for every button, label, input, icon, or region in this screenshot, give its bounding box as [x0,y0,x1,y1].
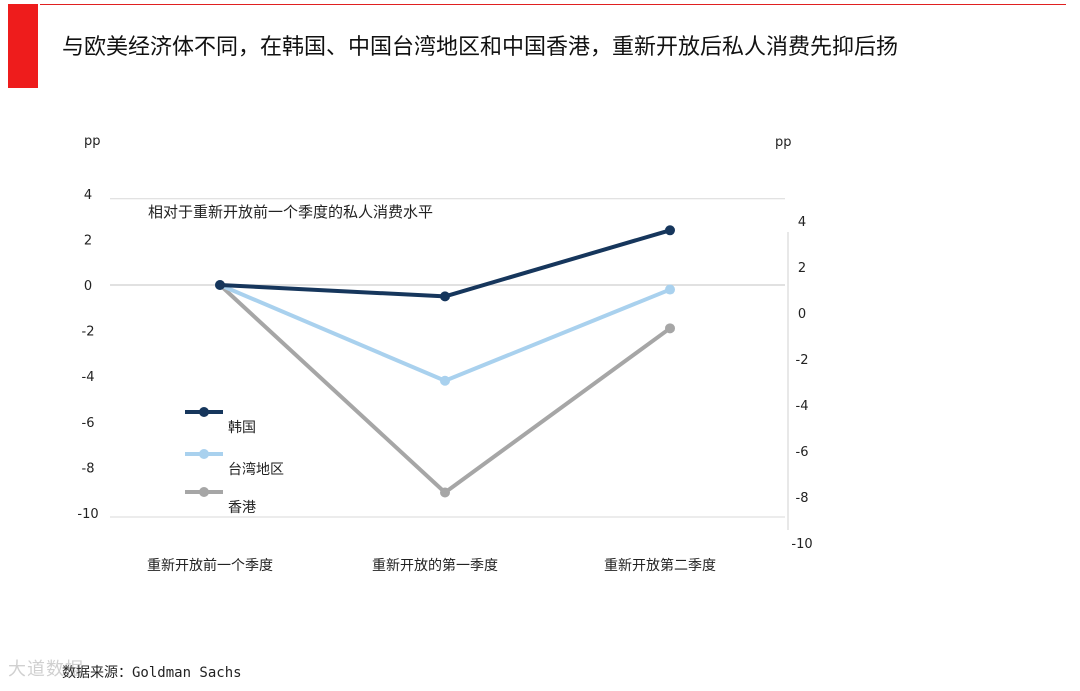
legend-marker [199,449,209,459]
slide-title: 与欧美经济体不同，在韩国、中国台湾地区和中国香港，重新开放后私人消费先抑后扬 [62,35,899,60]
right-axis-unit: pp [775,135,792,150]
right-tick-label: -6 [796,445,809,460]
line-chart: 韩国台湾地区香港 pp 4 2 0 -2 -4 -6 -8 -10 pp 4 2 0 -2 -4 -6 -8 -1… [20,120,840,600]
legend-label: 台湾地区 [228,461,284,478]
title-accent-block [8,4,38,88]
chart-title: 相对于重新开放前一个季度的私人消费水平 [148,203,433,221]
legend-marker [199,487,209,497]
source-label: 数据来源： [62,665,132,681]
right-tick-label: -10 [791,537,812,552]
left-tick-label: 4 [84,188,92,203]
series-point [665,225,675,236]
series-point [215,280,225,290]
source-value: Goldman Sachs [132,665,242,681]
series-point [440,487,450,498]
top-rule [40,4,1066,5]
category-label: 重新开放前一个季度 [147,557,273,574]
chart-background [20,120,840,600]
series-point [665,323,675,334]
right-tick-label: -2 [796,353,809,368]
category-label: 重新开放的第一季度 [372,557,498,574]
legend-label: 韩国 [228,420,256,436]
legend-label: 香港 [228,500,256,516]
right-tick-label: -4 [796,399,809,414]
left-tick-label: -8 [82,461,95,476]
right-tick-label: 2 [798,261,806,276]
left-tick-label: -2 [82,325,95,340]
left-tick-label: -6 [82,416,95,431]
right-tick-label: 0 [798,307,806,322]
series-layer [215,225,675,498]
source-note: 数据来源：Goldman Sachs [62,662,242,682]
series-point [440,291,450,302]
left-tick-label: -10 [77,507,98,522]
left-tick-label: 2 [84,233,92,248]
right-tick-label: -8 [796,491,809,506]
legend-marker [199,407,209,417]
labels-layer: pp 4 2 0 -2 -4 -6 -8 -10 pp 4 2 0 -2 -4 -6 -8 -10 相对于重新开放前… [77,134,812,574]
series-point [665,284,675,295]
left-axis-unit: pp [84,134,101,149]
watermark: 大道数据 [8,659,84,680]
category-label: 重新开放第二季度 [604,557,716,574]
left-tick-label: 0 [84,279,92,294]
series-point [440,375,450,386]
right-tick-label: 4 [798,215,806,230]
left-tick-label: -4 [82,370,95,385]
